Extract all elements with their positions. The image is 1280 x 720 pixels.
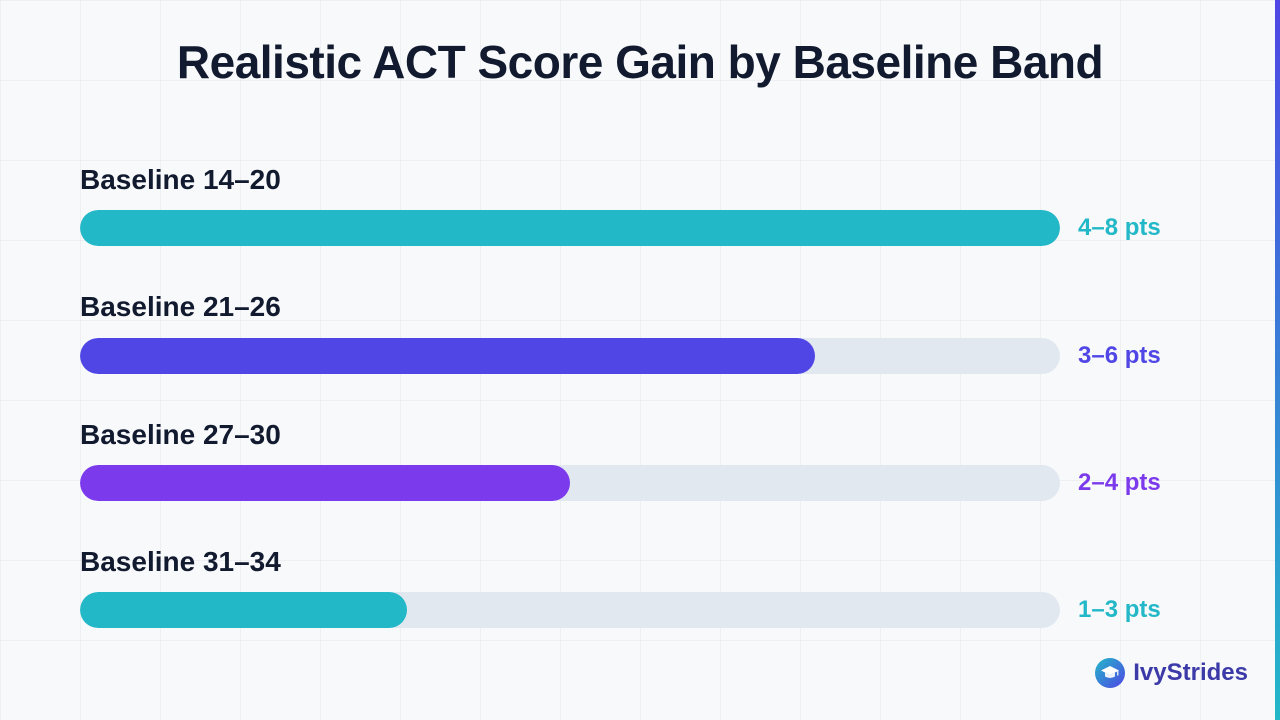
value-label: 3–6 pts xyxy=(1078,342,1161,369)
band-label: Baseline 31–34 xyxy=(80,546,281,577)
value-label: 2–4 pts xyxy=(1078,469,1161,496)
graduation-cap-icon xyxy=(1095,658,1126,688)
bar xyxy=(80,338,815,374)
bar xyxy=(80,465,570,501)
bar xyxy=(80,592,408,628)
brand: IvyStrides xyxy=(1095,658,1248,688)
chart-title: Realistic ACT Score Gain by Baseline Ban… xyxy=(176,36,1104,88)
value-label: 4–8 pts xyxy=(1078,214,1161,241)
bar-track xyxy=(80,592,1060,628)
band-label: Baseline 27–30 xyxy=(80,419,281,450)
bar xyxy=(80,210,1060,246)
value-label: 1–3 pts xyxy=(1078,596,1161,623)
bar-track xyxy=(80,210,1060,246)
band-label: Baseline 14–20 xyxy=(80,164,281,195)
brand-name: IvyStrides xyxy=(1133,659,1248,686)
bar-track xyxy=(80,465,1060,501)
bar-track xyxy=(80,338,1060,374)
accent-edge xyxy=(1275,0,1280,720)
band-label: Baseline 21–26 xyxy=(80,291,281,322)
